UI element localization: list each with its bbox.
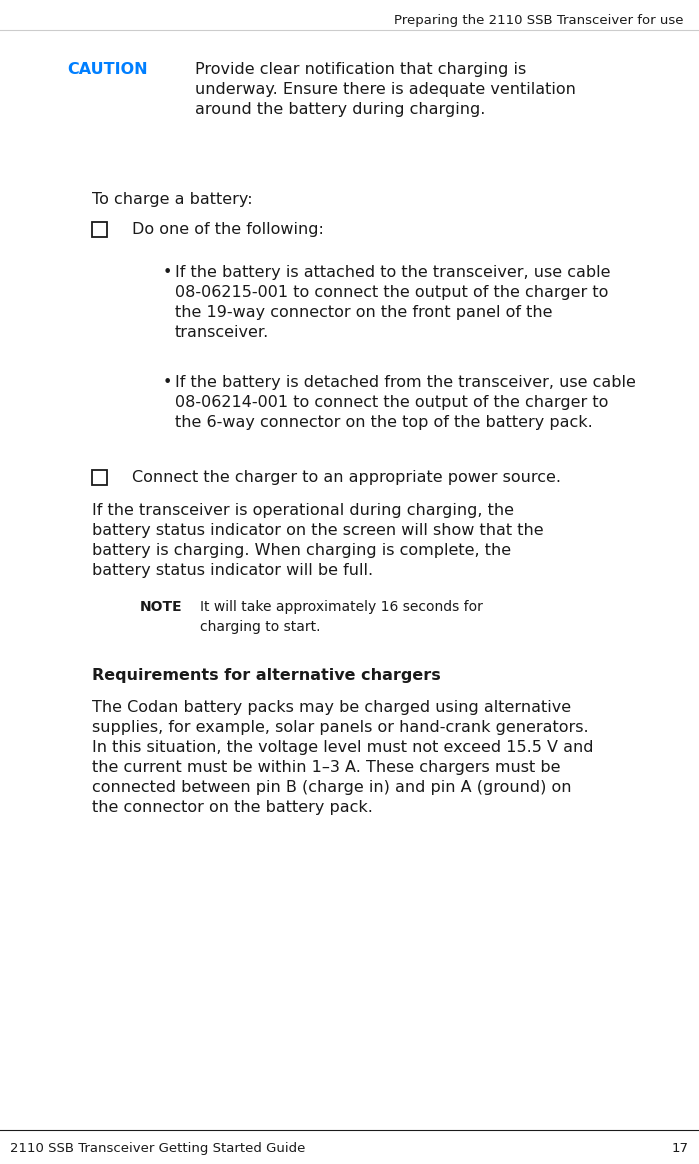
- Text: connected between pin B (charge in) and pin A (ground) on: connected between pin B (charge in) and …: [92, 780, 572, 795]
- Text: the connector on the battery pack.: the connector on the battery pack.: [92, 800, 373, 815]
- Text: •: •: [163, 265, 173, 281]
- Text: supplies, for example, solar panels or hand-crank generators.: supplies, for example, solar panels or h…: [92, 721, 589, 734]
- Text: 08-06215-001 to connect the output of the charger to: 08-06215-001 to connect the output of th…: [175, 285, 608, 300]
- Text: charging to start.: charging to start.: [200, 620, 321, 634]
- Text: around the battery during charging.: around the battery during charging.: [195, 102, 485, 118]
- Text: 08-06214-001 to connect the output of the charger to: 08-06214-001 to connect the output of th…: [175, 395, 608, 410]
- Text: 17: 17: [672, 1142, 689, 1155]
- Text: If the battery is detached from the transceiver, use cable: If the battery is detached from the tran…: [175, 375, 636, 390]
- Text: battery status indicator on the screen will show that the: battery status indicator on the screen w…: [92, 523, 544, 538]
- Text: The Codan battery packs may be charged using alternative: The Codan battery packs may be charged u…: [92, 700, 571, 715]
- Bar: [92, 470, 107, 485]
- Text: Provide clear notification that charging is: Provide clear notification that charging…: [195, 62, 526, 77]
- Text: the current must be within 1–3 A. These chargers must be: the current must be within 1–3 A. These …: [92, 760, 561, 775]
- Text: battery status indicator will be full.: battery status indicator will be full.: [92, 563, 373, 579]
- Text: If the transceiver is operational during charging, the: If the transceiver is operational during…: [92, 503, 514, 518]
- Text: NOTE: NOTE: [140, 599, 182, 613]
- Text: Requirements for alternative chargers: Requirements for alternative chargers: [92, 668, 441, 683]
- Text: It will take approximately 16 seconds for: It will take approximately 16 seconds fo…: [200, 599, 483, 613]
- Text: Do one of the following:: Do one of the following:: [132, 222, 324, 237]
- Bar: [92, 222, 107, 237]
- Text: 2110 SSB Transceiver Getting Started Guide: 2110 SSB Transceiver Getting Started Gui…: [10, 1142, 305, 1155]
- Text: battery is charging. When charging is complete, the: battery is charging. When charging is co…: [92, 542, 511, 558]
- Text: •: •: [163, 375, 173, 390]
- Text: CAUTION: CAUTION: [67, 62, 148, 77]
- Text: If the battery is attached to the transceiver, use cable: If the battery is attached to the transc…: [175, 265, 610, 281]
- Text: To charge a battery:: To charge a battery:: [92, 192, 252, 207]
- Text: the 19-way connector on the front panel of the: the 19-way connector on the front panel …: [175, 305, 552, 320]
- Text: Connect the charger to an appropriate power source.: Connect the charger to an appropriate po…: [132, 470, 561, 485]
- Text: Preparing the 2110 SSB Transceiver for use: Preparing the 2110 SSB Transceiver for u…: [394, 14, 684, 27]
- Text: the 6-way connector on the top of the battery pack.: the 6-way connector on the top of the ba…: [175, 416, 593, 430]
- Text: underway. Ensure there is adequate ventilation: underway. Ensure there is adequate venti…: [195, 81, 576, 97]
- Text: In this situation, the voltage level must not exceed 15.5 V and: In this situation, the voltage level mus…: [92, 740, 593, 755]
- Text: transceiver.: transceiver.: [175, 325, 269, 340]
